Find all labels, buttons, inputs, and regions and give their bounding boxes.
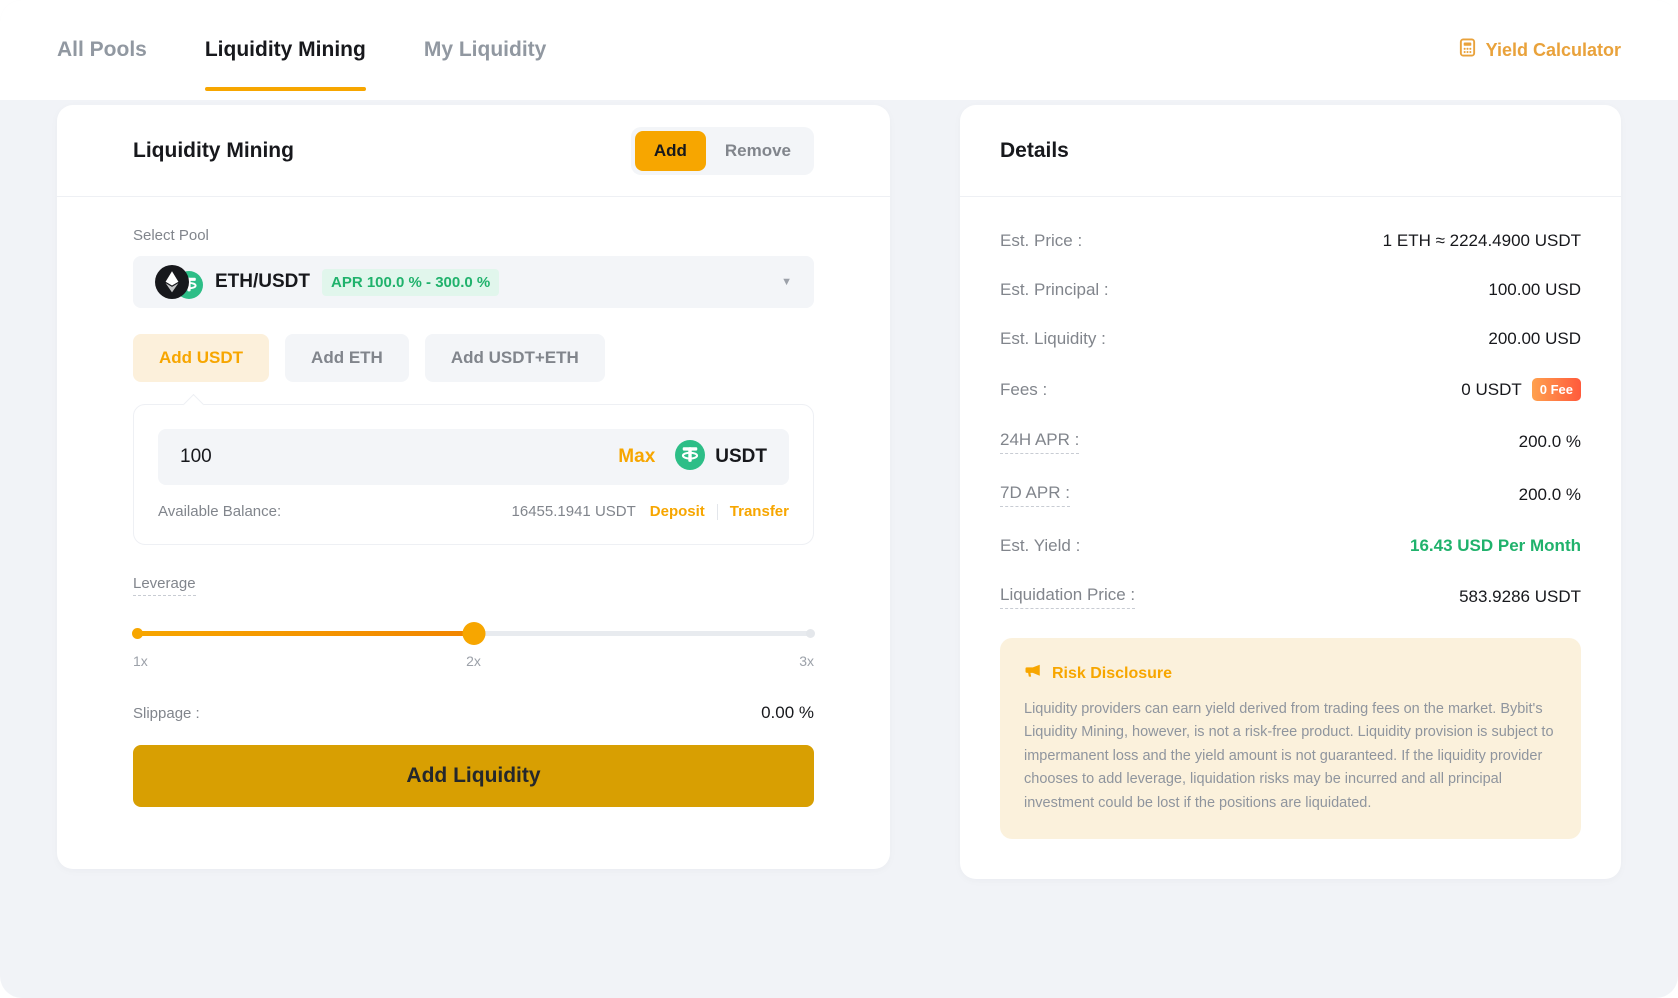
slippage-label: Slippage : (133, 704, 200, 722)
est-liquidity-label: Est. Liquidity : (1000, 329, 1106, 348)
est-liquidity-value: 200.00 USD (1488, 329, 1581, 348)
liquidation-price-label[interactable]: Liquidation Price : (1000, 585, 1136, 609)
apr-7d-value: 200.0 % (1518, 485, 1581, 504)
slider-start-dot (132, 628, 143, 639)
slider-fill (133, 631, 474, 636)
pool-select-dropdown[interactable]: ETH/USDT APR 100.0 % - 300.0 % ▼ (133, 256, 814, 308)
risk-disclosure-header: Risk Disclosure (1024, 662, 1557, 685)
eth-icon (155, 265, 189, 304)
risk-disclosure-title: Risk Disclosure (1052, 664, 1173, 682)
leverage-current-label: 2x (466, 653, 481, 669)
amount-input-row: Max USDT (158, 429, 789, 485)
detail-row-est-liquidity: Est. Liquidity : 200.00 USD (1000, 329, 1581, 349)
deposit-link[interactable]: Deposit (649, 503, 705, 520)
fees-value: 0 USDT 0 Fee (1461, 378, 1581, 401)
fees-label: Fees : (1000, 379, 1048, 399)
detail-row-liquidation-price: Liquidation Price : 583.9286 USDT (1000, 585, 1581, 609)
asset-tab-add-eth[interactable]: Add ETH (285, 334, 409, 382)
main-content: Liquidity Mining Add Remove Select Pool (0, 100, 1678, 880)
fees-amount: 0 USDT (1461, 379, 1522, 399)
est-yield-label: Est. Yield : (1000, 536, 1081, 555)
top-tab-bar: All Pools Liquidity Mining My Liquidity … (0, 0, 1678, 100)
est-yield-value: 16.43 USD Per Month (1410, 536, 1581, 555)
pool-pair-label: ETH/USDT (215, 271, 310, 292)
slippage-value: 0.00 % (761, 703, 814, 722)
est-price-label: Est. Price : (1000, 231, 1083, 250)
megaphone-icon (1024, 662, 1042, 685)
details-card: Details Est. Price : 1 ETH ≈ 2224.4900 U… (960, 105, 1621, 880)
card-title: Liquidity Mining (133, 138, 294, 162)
chevron-down-icon: ▼ (781, 276, 792, 288)
risk-disclosure-panel: Risk Disclosure Liquidity providers can … (1000, 638, 1581, 840)
add-toggle-button[interactable]: Add (634, 130, 706, 171)
detail-row-est-price: Est. Price : 1 ETH ≈ 2224.4900 USDT (1000, 231, 1581, 251)
tab-my-liquidity[interactable]: My Liquidity (423, 38, 547, 61)
amount-input[interactable] (180, 446, 619, 468)
slider-end-dot (806, 629, 815, 638)
tab-liquidity-mining[interactable]: Liquidity Mining (204, 0, 366, 100)
pool-apr-badge: APR 100.0 % - 300.0 % (322, 268, 500, 296)
asset-tab-group: Add USDT Add ETH Add USDT+ETH (133, 334, 814, 382)
risk-disclosure-text: Liquidity providers can earn yield deriv… (1024, 701, 1554, 811)
detail-row-est-principal: Est. Principal : 100.00 USD (1000, 280, 1581, 300)
amount-panel: Max USDT Available Balance: 16455.1941 U… (133, 404, 814, 545)
est-principal-label: Est. Principal : (1000, 280, 1109, 299)
detail-row-24h-apr: 24H APR : 200.0 % (1000, 430, 1581, 454)
est-principal-value: 100.00 USD (1488, 280, 1581, 299)
asset-tab-add-usdt[interactable]: Add USDT (133, 334, 270, 382)
add-liquidity-button[interactable]: Add Liquidity (133, 745, 814, 807)
balance-links-divider (716, 503, 718, 520)
liquidity-mining-card: Liquidity Mining Add Remove Select Pool (57, 105, 890, 869)
left-card-header: Liquidity Mining Add Remove (57, 105, 890, 197)
max-button[interactable]: Max (618, 446, 656, 467)
tab-all-pools[interactable]: All Pools (57, 38, 147, 61)
calculator-icon (1458, 38, 1477, 62)
detail-row-fees: Fees : 0 USDT 0 Fee (1000, 378, 1581, 401)
details-card-header: Details (960, 105, 1621, 197)
available-balance-value: 16455.1941 USDT (511, 503, 636, 520)
leverage-max-label: 3x (799, 653, 814, 669)
pool-pair-icons (155, 264, 207, 300)
slippage-row: Slippage : 0.00 % (133, 703, 814, 723)
apr-24h-label[interactable]: 24H APR : (1000, 430, 1080, 454)
slider-handle[interactable] (462, 622, 485, 645)
remove-toggle-button[interactable]: Remove (706, 131, 810, 171)
yield-calculator-label: Yield Calculator (1485, 39, 1621, 60)
balance-row: Available Balance: 16455.1941 USDT Depos… (158, 503, 789, 520)
detail-row-7d-apr: 7D APR : 200.0 % (1000, 483, 1581, 507)
left-card-body: Select Pool ETH/USDT APR 100.0 % - 300.0… (57, 227, 890, 869)
leverage-label[interactable]: Leverage (133, 575, 196, 596)
currency-label: USDT (715, 446, 767, 467)
liquidation-price-value: 583.9286 USDT (1459, 587, 1581, 606)
usdt-icon (675, 439, 706, 475)
est-price-value: 1 ETH ≈ 2224.4900 USDT (1382, 231, 1581, 250)
asset-tab-add-usdt-eth[interactable]: Add USDT+ETH (424, 334, 605, 382)
detail-row-est-yield: Est. Yield : 16.43 USD Per Month (1000, 536, 1581, 556)
details-title: Details (1000, 138, 1069, 162)
leverage-min-label: 1x (133, 653, 148, 669)
pool-tabs: All Pools Liquidity Mining My Liquidity (57, 0, 546, 100)
details-body: Est. Price : 1 ETH ≈ 2224.4900 USDT Est.… (960, 197, 1621, 879)
apr-24h-value: 200.0 % (1518, 432, 1581, 451)
add-remove-toggle: Add Remove (630, 126, 814, 175)
zero-fee-badge: 0 Fee (1531, 378, 1581, 401)
leverage-scale: 1x 2x 3x (133, 653, 814, 669)
available-balance-label: Available Balance: (158, 503, 282, 520)
yield-calculator-button[interactable]: Yield Calculator (1458, 38, 1621, 62)
apr-7d-label[interactable]: 7D APR : (1000, 483, 1070, 507)
select-pool-label: Select Pool (133, 227, 209, 244)
transfer-link[interactable]: Transfer (729, 503, 789, 520)
leverage-slider[interactable] (132, 622, 815, 645)
